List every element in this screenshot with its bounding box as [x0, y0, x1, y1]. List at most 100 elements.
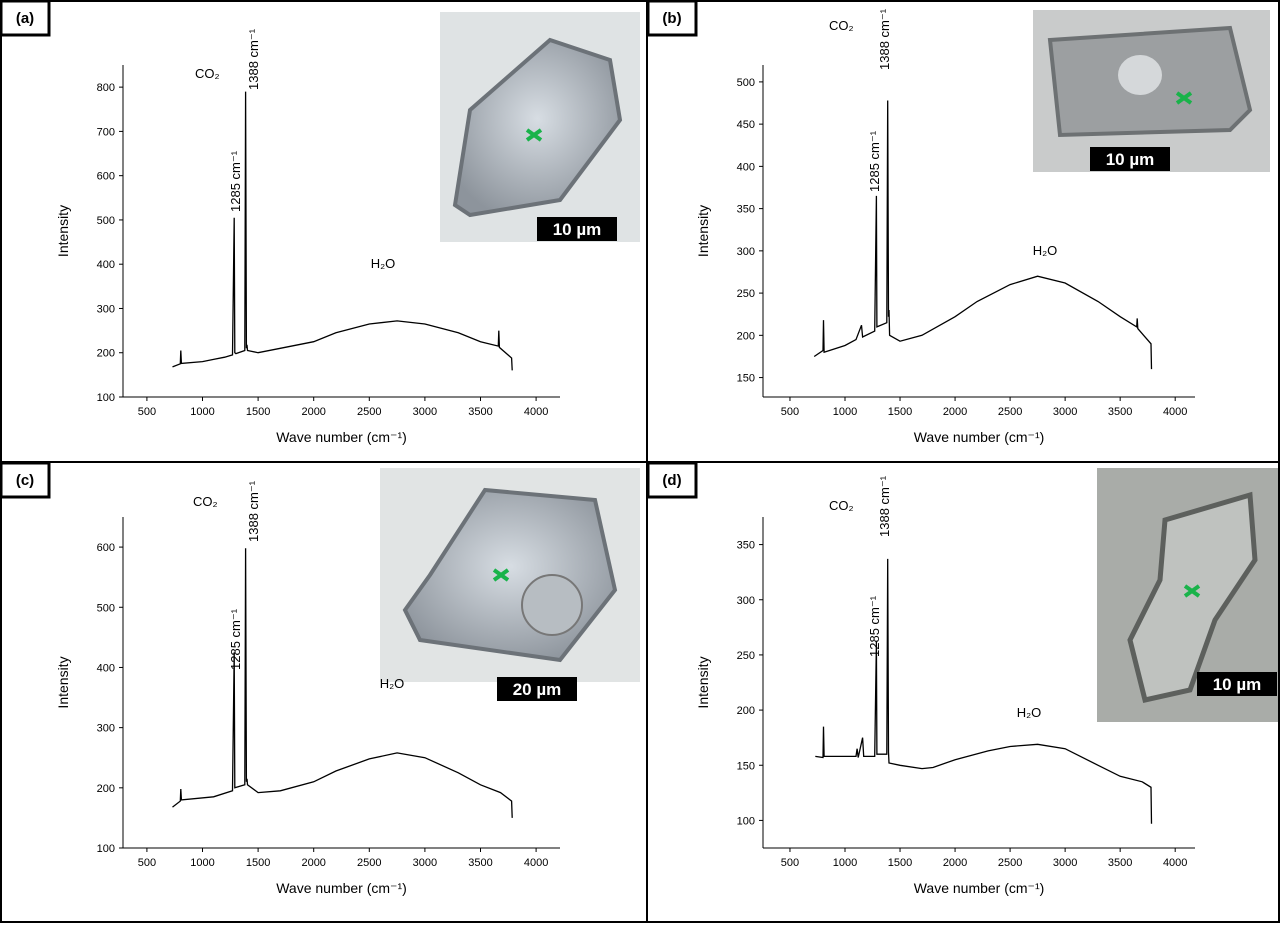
y-tick-label: 600	[97, 171, 115, 183]
y-tick-label: 350	[737, 204, 755, 216]
y-tick-label: 800	[97, 82, 115, 94]
x-tick-label: 2000	[301, 406, 325, 418]
x-tick-label: 3500	[1108, 406, 1132, 418]
annotation: CO₂	[193, 494, 218, 509]
y-tick-label: 150	[737, 760, 755, 772]
y-tick-label: 500	[97, 215, 115, 227]
x-tick-label: 3000	[1053, 406, 1077, 418]
y-tick-label: 300	[97, 303, 115, 315]
y-tick-label: 350	[737, 540, 755, 552]
x-tick-label: 3500	[468, 406, 492, 418]
x-axis-title: Wave number (cm⁻¹)	[914, 429, 1045, 445]
y-axis-title: Intensity	[695, 205, 711, 257]
x-tick-label: 1000	[833, 857, 857, 869]
panel-label-box	[0, 0, 51, 37]
x-tick-label: 3500	[1108, 857, 1132, 869]
x-tick-label: 1500	[888, 406, 912, 418]
panel: (a) 500 1000 1500 2000 2500 3000 3500 4000 100 200…	[0, 0, 560, 445]
y-tick-label: 300	[737, 595, 755, 607]
scale-bar-box	[497, 677, 577, 701]
y-axis-title: Intensity	[55, 205, 71, 257]
panel: (c) 500 1000 1500 2000 2500 3000 3500 4000 100 200…	[0, 461, 560, 896]
spectrum-line	[172, 548, 513, 818]
x-tick-label: 4000	[524, 857, 548, 869]
annotation: 1388 cm⁻¹	[877, 475, 892, 537]
x-tick-label: 4000	[524, 406, 548, 418]
x-axis-title: Wave number (cm⁻¹)	[276, 429, 407, 445]
annotation: H₂O	[1033, 243, 1058, 258]
x-tick-label: 2500	[357, 406, 381, 418]
panel: (b) 500 1000 1500 2000 2500 3000 3500 4000 150 200…	[646, 0, 1195, 445]
x-tick-label: 4000	[1163, 857, 1187, 869]
x-tick-label: 1000	[833, 406, 857, 418]
x-tick-label: 3000	[413, 857, 437, 869]
annotation: CO₂	[829, 18, 854, 33]
photo-a	[440, 12, 640, 242]
photo-b	[1033, 10, 1270, 172]
y-tick-label: 400	[97, 662, 115, 674]
x-tick-label: 500	[781, 406, 799, 418]
y-tick-label: 200	[737, 705, 755, 717]
annotation: 1285 cm⁻¹	[867, 130, 882, 192]
panel-label: (b)	[662, 10, 681, 27]
x-tick-label: 500	[781, 857, 799, 869]
y-tick-label: 150	[737, 373, 755, 385]
y-tick-label: 200	[737, 330, 755, 342]
y-tick-label: 200	[97, 783, 115, 795]
panel-label-box	[646, 461, 698, 499]
y-axis-title: Intensity	[55, 656, 71, 708]
scale-bar-label: 10 µm	[1106, 150, 1155, 169]
x-tick-label: 1500	[246, 857, 270, 869]
y-tick-label: 700	[97, 126, 115, 138]
panel-label: (c)	[16, 472, 34, 489]
y-tick-label: 250	[737, 288, 755, 300]
y-tick-label: 100	[737, 815, 755, 827]
annotation: H₂O	[1017, 705, 1042, 720]
y-tick-label: 100	[97, 843, 115, 855]
scale-bar-label: 10 µm	[1213, 675, 1262, 694]
x-tick-label: 2000	[943, 857, 967, 869]
scale-bar-box	[1090, 147, 1170, 171]
x-tick-label: 500	[138, 406, 156, 418]
annotation: CO₂	[195, 66, 220, 81]
panel-label: (a)	[16, 10, 34, 27]
y-tick-label: 400	[737, 161, 755, 173]
scale-bar-label: 10 µm	[553, 220, 602, 239]
x-tick-label: 3000	[1053, 857, 1077, 869]
y-tick-label: 450	[737, 119, 755, 131]
x-tick-label: 1000	[190, 857, 214, 869]
x-tick-label: 2500	[357, 857, 381, 869]
x-tick-label: 1000	[190, 406, 214, 418]
annotation: 1285 cm⁻¹	[867, 595, 882, 657]
y-tick-label: 250	[737, 650, 755, 662]
annotation: 1285 cm⁻¹	[228, 608, 243, 670]
y-tick-label: 200	[97, 348, 115, 360]
x-tick-label: 3000	[413, 406, 437, 418]
x-tick-label: 2000	[943, 406, 967, 418]
annotation: CO₂	[829, 498, 854, 513]
y-tick-label: 300	[97, 723, 115, 735]
annotation: 1285 cm⁻¹	[228, 150, 243, 212]
y-axis-title: Intensity	[695, 656, 711, 708]
x-tick-label: 4000	[1163, 406, 1187, 418]
spectrum-line	[815, 558, 1153, 824]
x-axis-title: Wave number (cm⁻¹)	[276, 880, 407, 896]
spectrum-line	[813, 100, 1153, 370]
y-tick-label: 500	[737, 77, 755, 89]
x-tick-label: 1500	[888, 857, 912, 869]
x-tick-label: 3500	[468, 857, 492, 869]
annotation: H₂O	[380, 676, 405, 691]
y-tick-label: 300	[737, 246, 755, 258]
scale-bar-box	[1197, 672, 1277, 696]
x-tick-label: 2500	[998, 857, 1022, 869]
x-tick-label: 2000	[301, 857, 325, 869]
spectrum-line	[172, 91, 513, 371]
y-tick-label: 600	[97, 542, 115, 554]
y-tick-label: 400	[97, 259, 115, 271]
panel: (d) 500 1000 1500 2000 2500 3000 3500 4000 100 150…	[646, 461, 1195, 896]
x-tick-label: 500	[138, 857, 156, 869]
x-tick-label: 2500	[998, 406, 1022, 418]
y-tick-label: 500	[97, 602, 115, 614]
panel-label-box	[646, 0, 698, 37]
